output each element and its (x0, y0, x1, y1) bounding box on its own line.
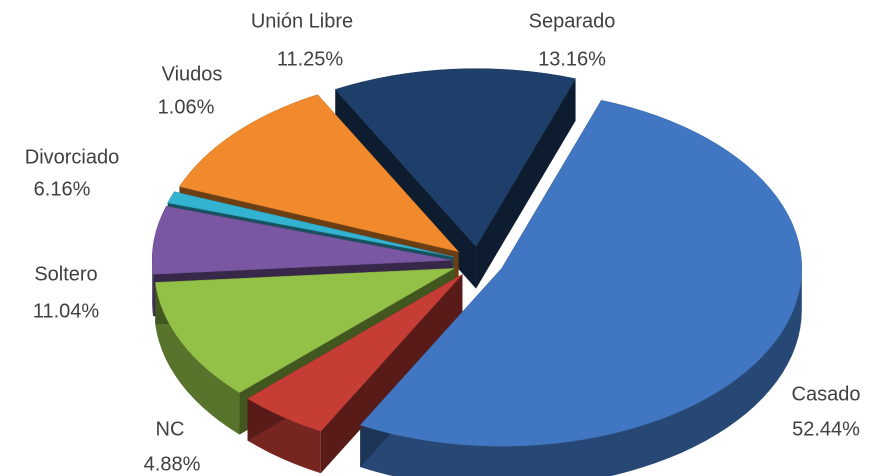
category-label: Unión Libre (251, 10, 353, 32)
pie-side (155, 282, 240, 435)
category-label: Casado (792, 383, 861, 405)
value-label: 52.44% (792, 418, 860, 440)
category-label: Separado (529, 10, 616, 32)
pie-slice (151, 205, 453, 275)
pie-side (360, 268, 802, 476)
pie-slice (334, 68, 576, 248)
value-label: 6.16% (34, 178, 91, 200)
pie-slice (167, 191, 454, 258)
value-label: 11.04% (33, 300, 100, 322)
category-label: Viudos (162, 63, 223, 85)
pie-slice (247, 274, 463, 432)
value-label: 4.88% (144, 453, 201, 475)
value-label: 13.16% (538, 48, 606, 70)
value-label: 11.25% (277, 48, 344, 70)
pie-slice (178, 94, 460, 253)
category-label: Soltero (34, 263, 97, 285)
pie-slice (154, 268, 455, 393)
value-label: 1.06% (158, 96, 215, 118)
pie-side (476, 78, 576, 289)
category-label: Divorciado (25, 146, 119, 168)
pie-slice (359, 100, 803, 447)
category-label: NC (156, 418, 185, 440)
pie-tops (151, 68, 803, 447)
labels: Separado 13.16% Casado 52.44% NC 4.88% Soltero… (25, 10, 861, 475)
